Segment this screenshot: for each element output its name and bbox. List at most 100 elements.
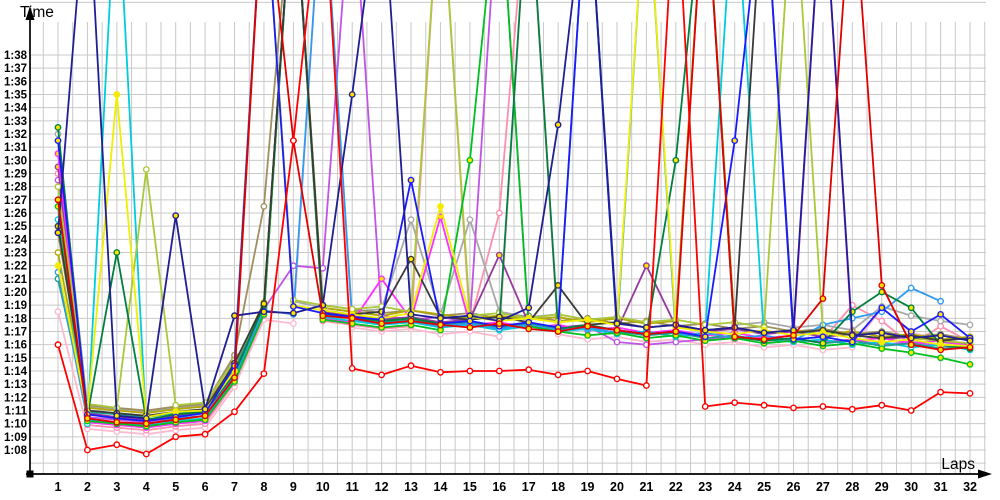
data-point-red-1	[113, 441, 121, 449]
data-point-red-2	[201, 412, 209, 420]
x-tick-label: 7	[231, 480, 238, 494]
data-point-navy	[172, 212, 180, 220]
data-point-red-1	[760, 401, 768, 409]
data-point-red-1	[937, 388, 944, 396]
x-tick-label: 1	[55, 480, 62, 494]
data-point-red-2	[437, 321, 444, 329]
x-tick-label: 22	[669, 480, 683, 494]
axis-origin-marker	[26, 470, 34, 478]
data-point-navy	[289, 309, 297, 317]
data-point-navy	[201, 405, 209, 413]
data-point-green	[466, 156, 474, 164]
series-line-blue	[57, 0, 971, 422]
data-point-black	[407, 255, 415, 263]
data-point-darkgreen	[907, 304, 915, 312]
data-point-blue	[731, 137, 739, 145]
data-point-red-2	[231, 374, 238, 381]
y-tick-label: 1:29	[4, 168, 27, 180]
y-tick-label: 1:33	[4, 116, 27, 128]
data-point-red-1	[172, 433, 180, 441]
data-point-yellow	[437, 202, 444, 210]
x-tick-label: 4	[143, 480, 150, 494]
data-point-navy	[848, 331, 856, 339]
data-point-lightpink	[54, 308, 62, 316]
data-point-red-2	[937, 346, 944, 354]
x-tick-label: 18	[551, 480, 565, 494]
y-tick-label: 1:25	[4, 221, 28, 233]
data-point-navy	[937, 331, 944, 339]
data-point-blue	[407, 176, 415, 184]
y-tick-label: 1:09	[4, 432, 27, 444]
data-point-red-2	[348, 314, 356, 322]
data-point-red-2	[554, 328, 562, 335]
y-tick-label: 1:08	[4, 445, 28, 457]
data-point-red-1	[260, 370, 268, 377]
x-tick-label: 21	[639, 480, 653, 494]
x-tick-label: 6	[202, 480, 209, 494]
data-point-red-1	[966, 389, 974, 397]
data-point-navy	[466, 312, 474, 320]
data-point-blue	[54, 137, 62, 145]
y-tick-label: 1:37	[4, 63, 27, 75]
x-tick-label: 3	[113, 480, 120, 494]
y-tick-label: 1:36	[4, 76, 27, 88]
y-tick-label: 1:34	[4, 103, 28, 115]
data-point-blue	[937, 310, 944, 318]
data-point-red-1	[289, 137, 297, 145]
y-tick-label: 1:14	[4, 366, 28, 378]
y-tick-label: 1:27	[4, 195, 27, 207]
data-point-navy	[525, 304, 533, 312]
data-point-navy	[554, 121, 562, 129]
x-tick-label: 26	[787, 480, 801, 494]
x-tick-label: 19	[581, 480, 595, 494]
y-tick-label: 1:32	[4, 129, 27, 141]
data-point-red-2	[54, 196, 62, 204]
series-line-red-2	[57, 0, 971, 425]
data-point-red-1	[525, 366, 533, 374]
data-point-red-2	[495, 320, 503, 327]
y-axis-title: Time	[20, 4, 54, 21]
data-point-violet	[613, 338, 621, 346]
data-point-navy	[407, 310, 415, 318]
data-point-red-1	[437, 368, 444, 376]
y-tick-label: 1:18	[4, 313, 28, 325]
data-point-green	[584, 331, 591, 339]
data-point-yellow	[54, 262, 62, 270]
data-point-navy	[231, 312, 238, 320]
data-point-gray	[466, 216, 474, 224]
data-point-green	[878, 345, 886, 352]
data-point-red-1	[84, 446, 91, 454]
data-point-lightgreen	[142, 166, 150, 173]
data-point-yellow	[113, 91, 121, 98]
data-point-red-1	[790, 404, 797, 412]
data-point-red-2	[113, 418, 121, 426]
y-tick-label: 1:16	[4, 340, 27, 352]
x-tick-label: 27	[816, 480, 830, 494]
data-point-pink	[495, 209, 503, 217]
data-point-olive	[54, 249, 62, 256]
y-tick-label: 1:10	[4, 419, 27, 431]
data-point-green	[907, 349, 915, 356]
x-tick-label: 10	[316, 480, 330, 494]
data-point-navy	[643, 324, 650, 331]
data-point-red-2	[584, 322, 591, 330]
x-tick-label: 2	[84, 480, 91, 494]
data-point-lightgreen	[172, 401, 180, 409]
data-point-red-1	[613, 375, 621, 383]
x-tick-label: 9	[290, 480, 297, 494]
data-point-red-1	[378, 371, 385, 379]
y-tick-label: 1:13	[4, 379, 27, 391]
data-point-navy	[142, 414, 150, 422]
data-point-navy	[260, 308, 268, 316]
x-tick-label: 30	[904, 480, 918, 494]
data-point-blue	[907, 328, 915, 335]
y-tick-label: 1:38	[4, 50, 28, 62]
x-tick-label: 16	[492, 480, 506, 494]
data-point-green	[437, 326, 444, 334]
y-tick-label: 1:24	[4, 234, 28, 246]
data-point-darkgreen	[819, 339, 827, 347]
data-point-gray	[937, 317, 944, 325]
data-point-purple	[495, 251, 503, 259]
y-tick-label: 1:35	[4, 89, 28, 101]
x-tick-label: 11	[346, 480, 359, 494]
